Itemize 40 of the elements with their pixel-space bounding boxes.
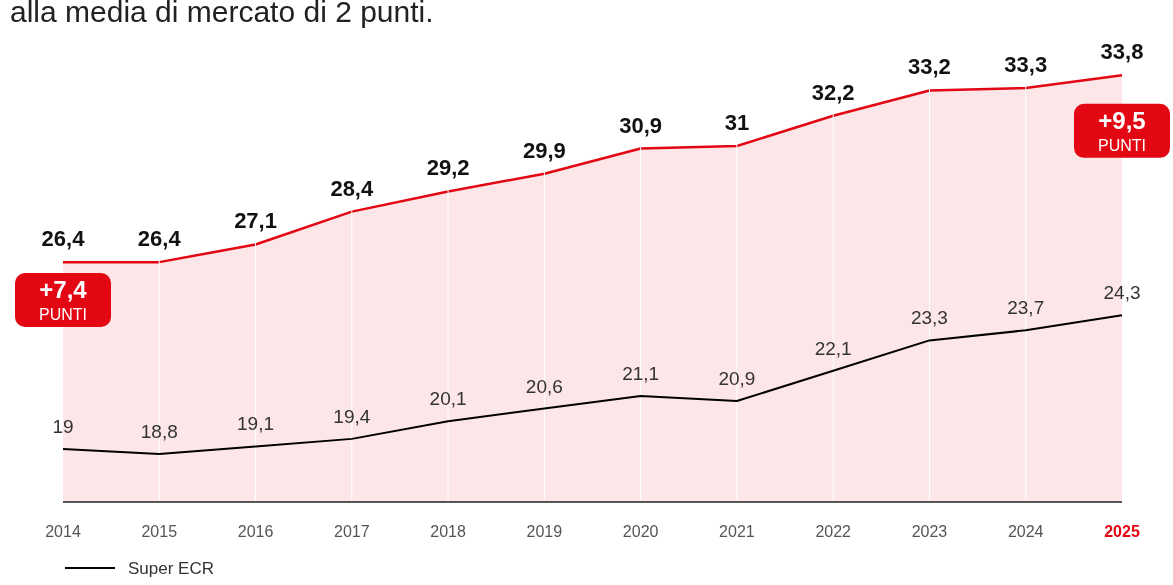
data-label: 24,3	[1103, 282, 1141, 304]
x-tick-label: 2021	[719, 523, 755, 540]
data-label: 19,4	[333, 405, 371, 427]
annotation: +7,4 PUNTI	[39, 276, 88, 324]
data-label: 20,6	[525, 375, 563, 397]
x-tick-label: 2018	[430, 523, 466, 540]
x-tick-label: 2014	[45, 523, 81, 540]
data-label: 28,4	[330, 175, 374, 201]
data-label: 19,1	[237, 413, 275, 435]
data-label: 33,8	[1100, 39, 1144, 65]
data-label: 31	[724, 109, 750, 135]
data-label: 26,4	[41, 226, 86, 252]
data-label: 20,9	[718, 368, 756, 390]
data-label: 33,3	[1004, 51, 1048, 77]
chart-title: alla media di mercato di 2 punti.	[10, 0, 434, 28]
data-label: 19	[52, 415, 74, 437]
data-label: 21,1	[622, 362, 660, 384]
x-tick-label: 2019	[526, 523, 563, 540]
data-label: 29,9	[522, 137, 566, 163]
x-tick-label: 2017	[334, 523, 370, 540]
data-label: 30,9	[619, 112, 663, 138]
annotation: +9,5 PUNTI	[1098, 106, 1146, 154]
data-label: 29,2	[426, 155, 470, 181]
data-label: 23,7	[1007, 297, 1045, 319]
legend-label: Super ECR	[128, 559, 214, 578]
data-label: 23,3	[910, 307, 948, 329]
data-label: 20,1	[429, 388, 467, 410]
data-label: 27,1	[234, 208, 277, 234]
x-tick-label: 2020	[622, 523, 659, 540]
x-tick-label: 2015	[141, 523, 178, 540]
x-tick-label: 2024	[1007, 523, 1044, 540]
data-label: 22,1	[814, 337, 852, 359]
data-label: 18,8	[140, 421, 178, 443]
data-label: 33,2	[908, 54, 951, 80]
data-label: 26,4	[137, 226, 182, 252]
x-tick-label: 2025	[1104, 523, 1140, 540]
x-tick-label: 2022	[815, 523, 852, 540]
data-label: 32,2	[811, 79, 855, 105]
x-tick-label: 2016	[237, 523, 274, 540]
x-tick-label: 2023	[911, 523, 948, 540]
